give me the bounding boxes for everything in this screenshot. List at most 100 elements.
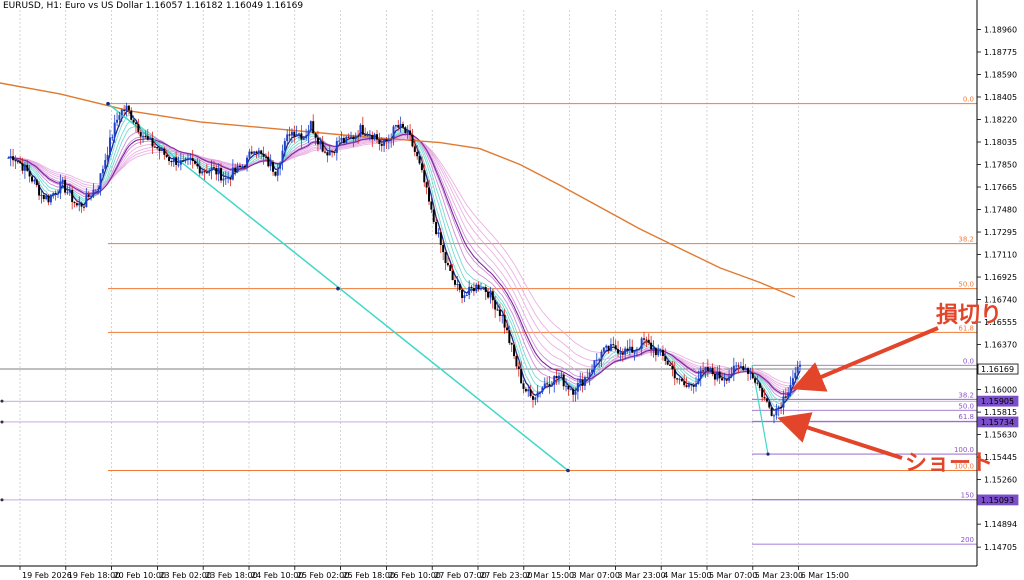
candle-body — [130, 110, 133, 120]
candle-body — [574, 391, 577, 395]
candle-body — [453, 280, 456, 285]
candle-body — [491, 291, 494, 301]
candle-body — [229, 177, 232, 180]
candle-body — [479, 288, 482, 290]
candle-body — [68, 189, 71, 193]
candle-body — [307, 130, 310, 136]
candle-body — [238, 165, 241, 168]
candle-body — [108, 137, 111, 155]
candle-body — [101, 168, 104, 174]
candle-body — [215, 167, 218, 175]
candle-body — [42, 194, 45, 200]
candle-body — [276, 168, 279, 176]
candle-body — [350, 136, 353, 138]
y-tick-label: 1.16555 — [984, 318, 1017, 327]
candle-body — [227, 177, 230, 179]
candle-body — [123, 109, 126, 111]
candle-body — [664, 355, 667, 361]
candle-body — [246, 157, 249, 168]
price-box — [977, 395, 1019, 407]
candle-body — [352, 136, 355, 140]
y-tick-label: 1.17480 — [984, 206, 1017, 215]
fibonacci-levels: 0.0 38.2 50.0 61.8 100.0 0.0 38.2 50.0 61.8 100.0… — [0, 96, 977, 545]
candle-body — [345, 136, 348, 143]
candle-body — [194, 160, 197, 164]
candle-body — [125, 105, 128, 111]
candle-body — [489, 291, 492, 298]
candle-body — [23, 164, 26, 171]
candle-body — [361, 125, 364, 135]
candle-body — [354, 135, 357, 140]
candle-body — [553, 375, 556, 385]
candle-body — [534, 397, 537, 400]
candle-body — [588, 372, 591, 378]
candle-body — [139, 132, 142, 137]
candle-body — [676, 378, 679, 380]
trendline-anchor — [106, 101, 110, 106]
y-tick-label: 1.18775 — [984, 48, 1017, 57]
grid-lines — [19, 10, 799, 566]
candle-body — [272, 162, 275, 172]
candle-body — [510, 343, 513, 345]
candle-body — [647, 339, 650, 343]
candle-body — [75, 203, 78, 206]
candle-body — [312, 121, 315, 134]
candle-body — [267, 156, 270, 167]
candle-body — [673, 369, 676, 379]
candle-body — [624, 348, 627, 355]
candle-body — [661, 350, 664, 356]
candle-body — [498, 309, 501, 316]
small-trendline-anchor — [766, 452, 770, 456]
candle-body — [40, 194, 43, 196]
fib-level-label: 61.8 — [958, 324, 974, 332]
candle-body — [513, 344, 516, 357]
candle-body — [475, 284, 478, 292]
candle-body — [472, 288, 475, 292]
candle-body — [626, 348, 629, 351]
candle-body — [217, 168, 220, 175]
candle-body — [529, 389, 532, 397]
candle-body — [432, 209, 435, 222]
candle-body — [761, 388, 764, 398]
x-tick-label: 24 Feb 10:00 — [251, 571, 303, 580]
small-fib-level-label: 150 — [961, 492, 974, 500]
y-tick-label: 1.14705 — [984, 543, 1017, 552]
candle-body — [716, 371, 719, 380]
x-tick-label: 19 Feb 2026 — [22, 571, 72, 580]
y-tick-label: 1.18220 — [984, 115, 1017, 124]
candle-body — [782, 396, 785, 408]
candle-body — [465, 295, 468, 297]
candle-body — [264, 156, 267, 158]
symbol-info: EURUSD, H1: Euro vs US Dollar 1.16057 1.… — [3, 1, 304, 11]
x-tick-label: 27 Feb 07:00 — [434, 571, 486, 580]
candle-body — [652, 348, 655, 350]
candle-body — [243, 166, 246, 168]
candlesticks — [7, 102, 801, 424]
x-tick-label: 2 Mar 15:00 — [526, 571, 574, 580]
candle-body — [699, 370, 702, 379]
candle-body — [71, 189, 74, 202]
candle-body — [791, 378, 794, 385]
candle-body — [309, 121, 312, 131]
x-tick-label: 20 Feb 10:00 — [114, 571, 166, 580]
candle-body — [595, 359, 598, 361]
candle-body — [576, 383, 579, 392]
candle-body — [321, 141, 324, 152]
candle-body — [539, 391, 542, 393]
candle-body — [784, 396, 787, 398]
candle-body — [773, 415, 776, 417]
candle-body — [104, 160, 107, 169]
candle-body — [508, 330, 511, 344]
candle-body — [692, 385, 695, 387]
candle-body — [394, 125, 397, 127]
candle-body — [134, 122, 137, 125]
candle-body — [794, 372, 797, 379]
candle-body — [690, 384, 693, 386]
x-tick-label: 5 Mar 07:00 — [709, 571, 757, 580]
x-tick-label: 25 Feb 18:00 — [343, 571, 395, 580]
candle-body — [368, 135, 371, 137]
candle-body — [274, 171, 277, 176]
candle-body — [385, 139, 388, 142]
